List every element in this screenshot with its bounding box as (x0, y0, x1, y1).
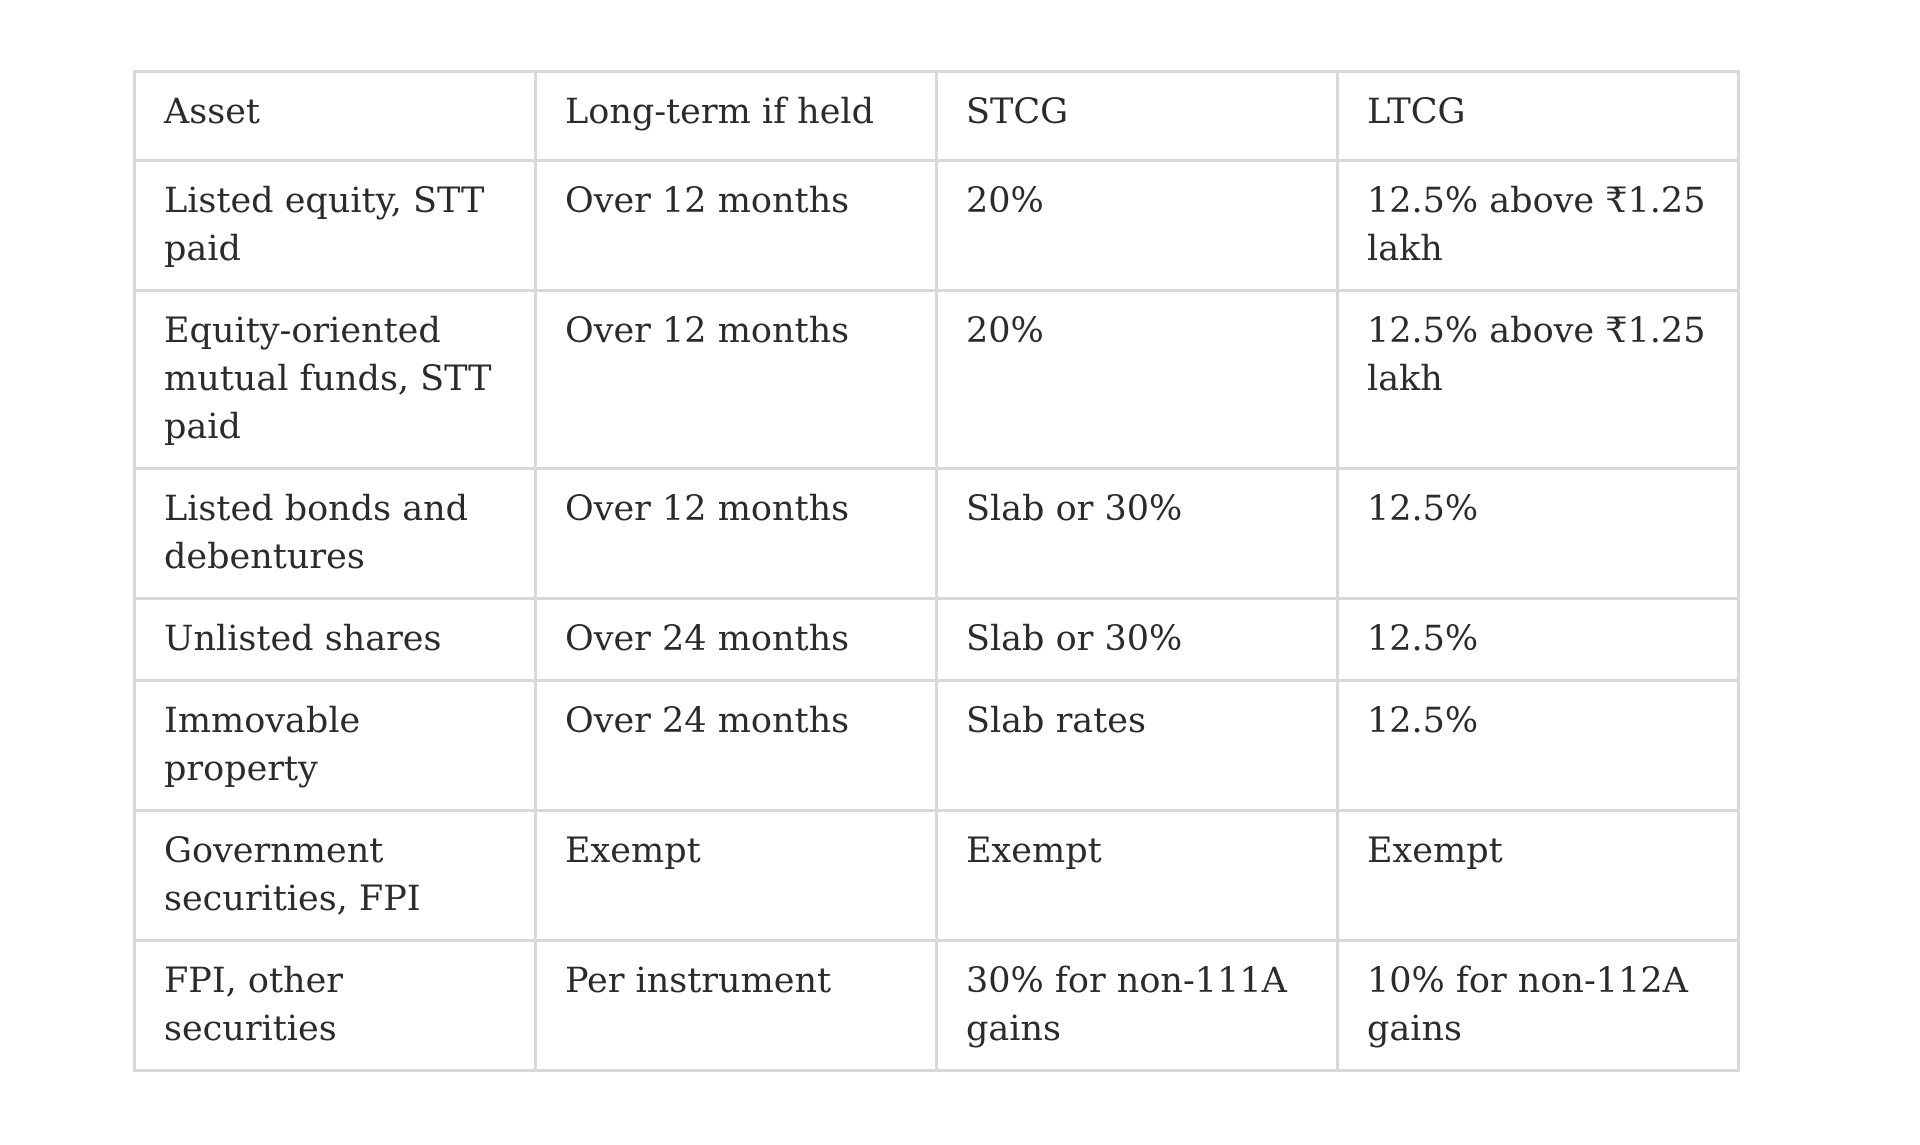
cell-stcg: Slab or 30% (935, 467, 1339, 600)
cell-holding-period: Over 24 months (534, 679, 938, 812)
cell-stcg: Exempt (935, 809, 1339, 942)
table-row: Listed equity, STT paid Over 12 months 2… (133, 159, 1740, 292)
table-row: Immovable property Over 24 months Slab r… (133, 679, 1740, 812)
header-stcg: STCG (935, 70, 1339, 162)
cell-holding-period: Per instrument (534, 939, 938, 1072)
cell-holding-period: Over 24 months (534, 597, 938, 682)
cell-holding-period: Over 12 months (534, 159, 938, 292)
cell-holding-period: Over 12 months (534, 467, 938, 600)
cell-ltcg: 12.5% (1336, 597, 1740, 682)
header-ltcg: LTCG (1336, 70, 1740, 162)
table-row: Government securities, FPI Exempt Exempt… (133, 809, 1740, 942)
cell-stcg: 30% for non-111A gains (935, 939, 1339, 1072)
cell-ltcg: Exempt (1336, 809, 1740, 942)
table-row: Listed bonds and debentures Over 12 mont… (133, 467, 1740, 600)
table-row: Equity-oriented mutual funds, STT paid O… (133, 289, 1740, 470)
cell-asset: Listed bonds and debentures (133, 467, 537, 600)
cell-asset: Government securities, FPI (133, 809, 537, 942)
cell-ltcg: 10% for non-112A gains (1336, 939, 1740, 1072)
cell-asset: Equity-oriented mutual funds, STT paid (133, 289, 537, 470)
cell-ltcg: 12.5% above ₹1.25 lakh (1336, 159, 1740, 292)
cell-holding-period: Exempt (534, 809, 938, 942)
table-row: Unlisted shares Over 24 months Slab or 3… (133, 597, 1740, 682)
table-header-row: Asset Long-term if held STCG LTCG (133, 70, 1740, 162)
cell-stcg: 20% (935, 289, 1339, 470)
cell-stcg: 20% (935, 159, 1339, 292)
header-long-term-if-held: Long-term if held (534, 70, 938, 162)
cell-asset: FPI, other securities (133, 939, 537, 1072)
cell-stcg: Slab or 30% (935, 597, 1339, 682)
tax-table-container: Asset Long-term if held STCG LTCG Listed… (133, 70, 1740, 1072)
cell-asset: Unlisted shares (133, 597, 537, 682)
cell-stcg: Slab rates (935, 679, 1339, 812)
cell-ltcg: 12.5% (1336, 467, 1740, 600)
cell-ltcg: 12.5% above ₹1.25 lakh (1336, 289, 1740, 470)
cell-asset: Listed equity, STT paid (133, 159, 537, 292)
header-asset: Asset (133, 70, 537, 162)
cell-ltcg: 12.5% (1336, 679, 1740, 812)
cell-holding-period: Over 12 months (534, 289, 938, 470)
table-row: FPI, other securities Per instrument 30%… (133, 939, 1740, 1072)
capital-gains-tax-table: Asset Long-term if held STCG LTCG Listed… (133, 70, 1740, 1072)
cell-asset: Immovable property (133, 679, 537, 812)
